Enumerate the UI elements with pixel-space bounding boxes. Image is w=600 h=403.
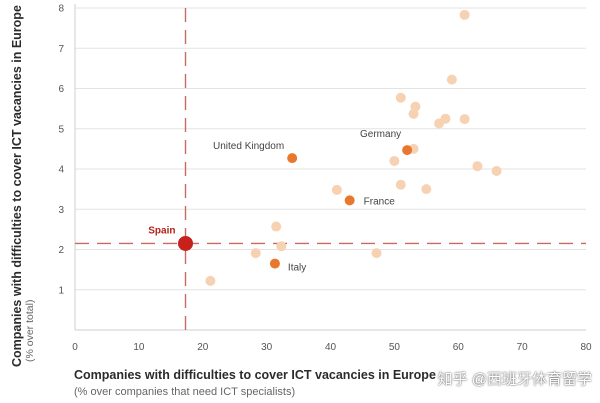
point-france [344,195,355,206]
x-tick-label: 20 [197,342,209,353]
y-tick-label: 1 [58,285,64,296]
x-tick-label: 70 [517,342,529,353]
axes [74,4,586,331]
label-germany: Germany [360,129,401,140]
x-tick-label: 80 [580,342,592,353]
x-tick-label: 0 [72,342,78,353]
y-axis-title: Companies with difficulties to cover ICT… [10,5,24,367]
x-axis-title: Companies with difficulties to cover ICT… [74,368,436,382]
data-point [371,248,382,259]
data-point [408,108,419,119]
x-tick-label: 60 [453,342,465,353]
data-point [389,155,400,166]
y-tick-label: 3 [58,205,64,216]
data-point [472,161,483,172]
x-tick-label: 30 [261,342,273,353]
label-spain: Spain [148,225,175,236]
data-point [446,74,457,85]
data-points [178,9,502,286]
data-point [250,248,261,259]
data-point [331,184,342,195]
x-axis-subtitle: (% over companies that need ICT speciali… [74,386,296,398]
reference-lines [75,8,586,330]
data-point [459,114,470,125]
data-point [440,113,451,124]
data-point [395,92,406,103]
data-point [276,241,287,252]
y-tick-label: 4 [58,165,64,176]
y-tick-label: 8 [58,4,64,15]
x-tick-label: 10 [133,342,145,353]
data-point [205,275,216,286]
data-point [395,179,406,190]
gridlines [75,7,586,291]
y-tick-label: 2 [58,245,64,256]
y-axis-title-area: Companies with difficulties to cover ICT… [0,0,40,370]
label-italy: Italy [288,263,306,274]
watermark-text: 知乎 @西班牙体育留学 [437,371,592,388]
x-tick-label: 40 [325,342,337,353]
point-spain [178,235,194,251]
point-germany [402,145,413,156]
data-point [459,9,470,20]
data-point [421,184,432,195]
x-tick-label: 50 [389,342,401,353]
y-tick-label: 6 [58,84,64,95]
label-france: France [364,196,396,207]
point-labels: Spain United Kingdom Germany France Italy [148,129,401,274]
point-united-kingdom [287,153,298,164]
y-tick-label: 7 [58,44,64,55]
y-axis-subtitle: (% over total) [24,299,36,362]
label-united-kingdom: United Kingdom [213,141,284,152]
y-tick-label: 5 [58,124,64,135]
point-italy [269,258,280,269]
data-point [491,166,502,177]
data-point [271,221,282,232]
